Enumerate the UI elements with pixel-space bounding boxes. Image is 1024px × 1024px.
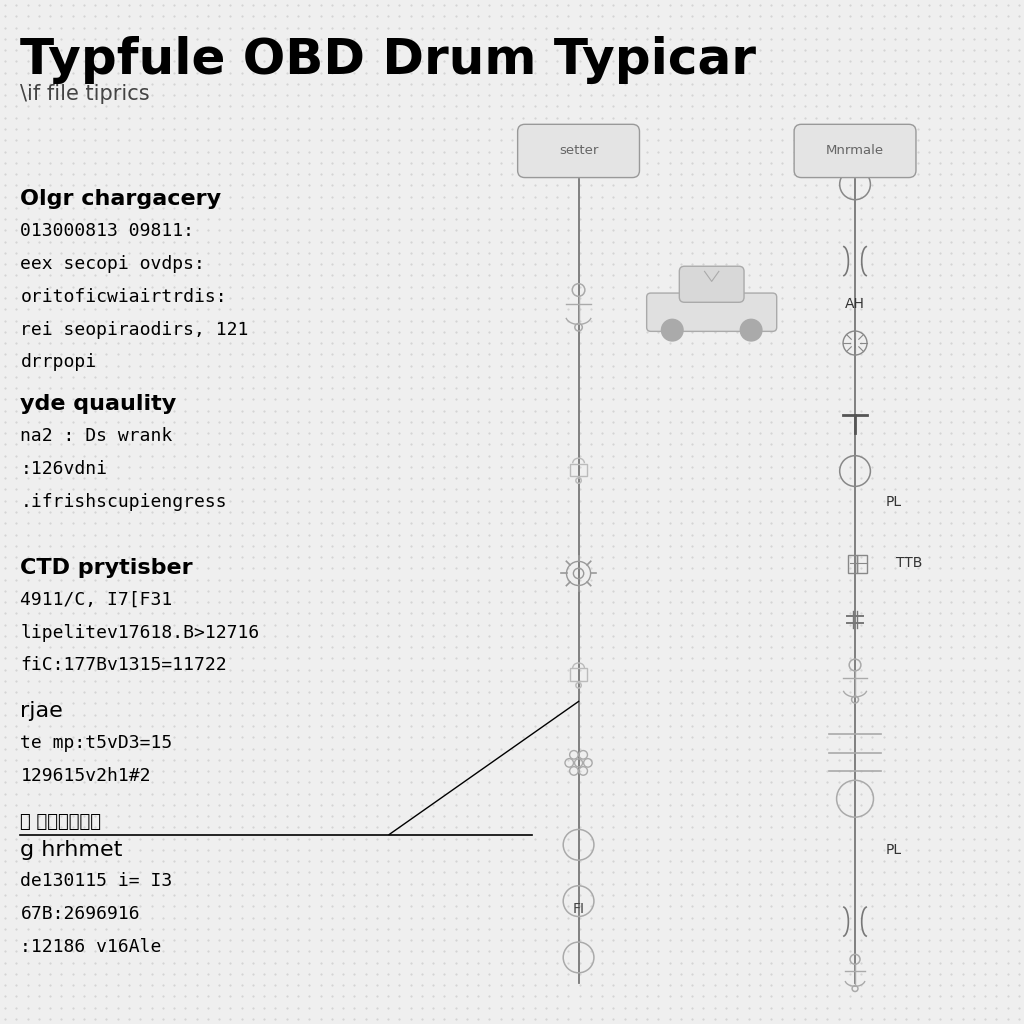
Text: na2 : Ds wrank: na2 : Ds wrank <box>20 427 173 445</box>
Text: 129615v2h1#2: 129615v2h1#2 <box>20 767 151 785</box>
Text: ग हर्नेत: ग हर्नेत <box>20 813 101 831</box>
Text: drrpopi: drrpopi <box>20 353 96 372</box>
Bar <box>857 555 866 573</box>
Text: 67B:2696916: 67B:2696916 <box>20 905 140 924</box>
Text: rei seopiraodirs, 121: rei seopiraodirs, 121 <box>20 321 249 339</box>
Text: lipelitev17618.B>12716: lipelitev17618.B>12716 <box>20 624 260 642</box>
Text: setter: setter <box>559 144 598 158</box>
Text: rjae: rjae <box>20 701 63 722</box>
Text: Typfule OBD Drum Typicar: Typfule OBD Drum Typicar <box>20 36 757 84</box>
Bar <box>570 464 587 476</box>
Text: PL: PL <box>886 843 902 857</box>
Bar <box>570 669 587 681</box>
Text: \if file tiprics: \if file tiprics <box>20 84 151 104</box>
Text: AH: AH <box>845 297 865 311</box>
Text: TTB: TTB <box>896 556 923 570</box>
Text: .ifrishscupiengress: .ifrishscupiengress <box>20 493 227 511</box>
Text: fiC:177Bv1315=11722: fiC:177Bv1315=11722 <box>20 656 227 675</box>
FancyBboxPatch shape <box>647 293 776 332</box>
Text: te mp:t5vD3=15: te mp:t5vD3=15 <box>20 734 173 753</box>
Text: oritoficwiairtrdis:: oritoficwiairtrdis: <box>20 288 227 306</box>
Text: FI: FI <box>572 902 585 916</box>
Bar <box>848 555 857 573</box>
Text: :126vdni: :126vdni <box>20 460 108 478</box>
FancyBboxPatch shape <box>517 124 639 177</box>
Text: 013000813 09811:: 013000813 09811: <box>20 222 195 241</box>
Text: g hrhmet: g hrhmet <box>20 840 123 860</box>
Text: :12186 v16Ale: :12186 v16Ale <box>20 938 162 956</box>
Text: de130115 i= I3: de130115 i= I3 <box>20 872 173 891</box>
FancyBboxPatch shape <box>795 124 915 177</box>
Text: yde quaulity: yde quaulity <box>20 394 177 415</box>
Circle shape <box>662 319 683 341</box>
Text: PL: PL <box>886 495 902 509</box>
Text: eex secopi ovdps:: eex secopi ovdps: <box>20 255 206 273</box>
Text: Mnrmale: Mnrmale <box>826 144 884 158</box>
Text: 4911/C, I7[F31: 4911/C, I7[F31 <box>20 591 173 609</box>
Circle shape <box>740 319 762 341</box>
FancyBboxPatch shape <box>679 266 744 302</box>
Text: CTD prytisber: CTD prytisber <box>20 558 194 579</box>
Text: Olgr chargacery: Olgr chargacery <box>20 189 221 210</box>
